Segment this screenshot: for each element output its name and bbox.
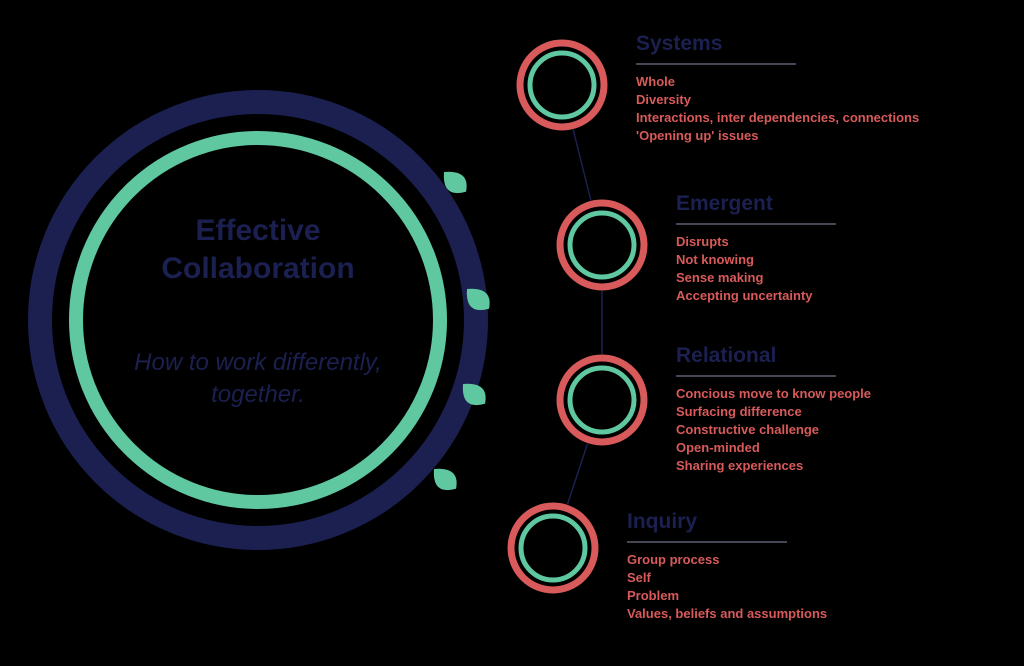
section-item: Open-minded	[676, 440, 760, 455]
section-emergent: Emergent Disrupts Not knowing Sense making A…	[467, 192, 836, 310]
section-item: Not knowing	[676, 252, 754, 267]
section-heading: Relational	[676, 344, 776, 367]
main-circle: Effective Collaboration How to work differ…	[40, 102, 476, 538]
section-heading: Systems	[636, 32, 722, 55]
section-item: Values, beliefs and assumptions	[627, 606, 827, 621]
section-item: Sharing experiences	[676, 458, 803, 473]
section-item: Constructive challenge	[676, 422, 819, 437]
section-circle-icon	[520, 43, 604, 127]
section-item: 'Opening up' issues	[636, 128, 758, 143]
section-heading: Inquiry	[627, 510, 697, 533]
section-circle-icon	[560, 358, 644, 442]
section-item: Diversity	[636, 92, 692, 107]
collaboration-diagram: Effective Collaboration How to work differ…	[0, 0, 1024, 666]
main-title-line2: Collaboration	[161, 252, 354, 285]
section-inquiry: Inquiry Group process Self Problem Values, b…	[434, 469, 827, 621]
section-circle-icon	[511, 506, 595, 590]
section-relational: Relational Concious move to know people Su…	[463, 344, 871, 473]
main-subtitle-line1: How to work differently,	[134, 349, 382, 376]
section-systems: Systems Whole Diversity Interactions, inter…	[444, 32, 919, 193]
section-heading: Emergent	[676, 192, 773, 215]
section-item: Concious move to know people	[676, 386, 871, 401]
main-subtitle-line2: together.	[211, 381, 305, 408]
section-item: Accepting uncertainty	[676, 288, 813, 303]
section-item: Group process	[627, 552, 719, 567]
connector-line	[573, 130, 591, 201]
section-item: Surfacing difference	[676, 404, 802, 419]
section-item: Disrupts	[676, 234, 729, 249]
main-title-line1: Effective	[195, 214, 320, 247]
connector-line	[567, 444, 587, 505]
section-item: Self	[627, 570, 652, 585]
section-circle-icon	[560, 203, 644, 287]
leaf-icon	[434, 469, 457, 490]
section-item: Sense making	[676, 270, 763, 285]
section-item: Interactions, inter dependencies, connec…	[636, 110, 919, 125]
section-item: Problem	[627, 588, 679, 603]
section-item: Whole	[636, 74, 675, 89]
